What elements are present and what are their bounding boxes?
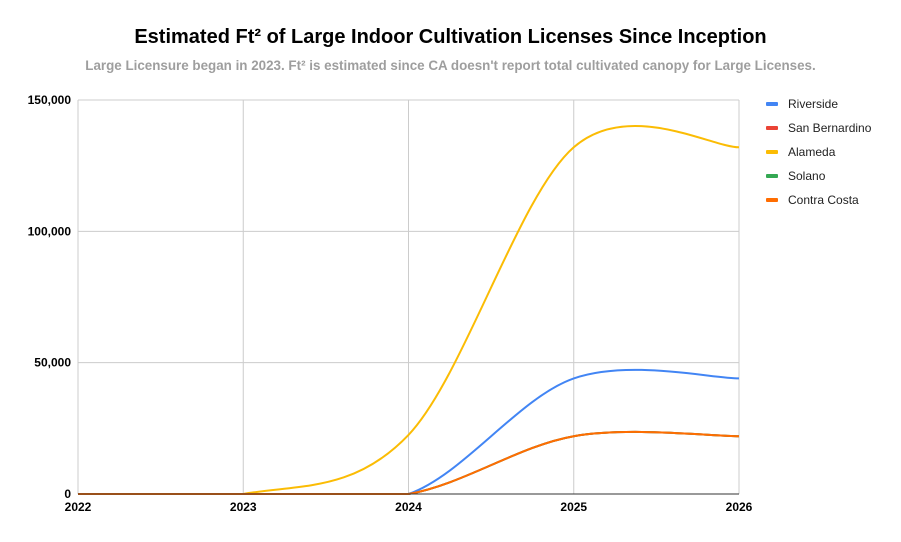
legend-item-riverside: Riverside — [766, 92, 871, 116]
legend-item-san-bernardino: San Bernardino — [766, 116, 871, 140]
x-tick-label: 2025 — [560, 500, 587, 514]
x-tick-label: 2024 — [395, 500, 422, 514]
legend-swatch — [766, 198, 778, 202]
x-tick-label: 2022 — [65, 500, 92, 514]
legend-swatch — [766, 102, 778, 106]
legend-label: Contra Costa — [788, 193, 859, 207]
legend-swatch — [766, 150, 778, 154]
y-tick-label: 100,000 — [28, 224, 72, 238]
x-tick-label: 2023 — [230, 500, 257, 514]
y-tick-label: 0 — [64, 487, 71, 501]
chart-title: Estimated Ft² of Large Indoor Cultivatio… — [134, 26, 767, 48]
legend-label: Riverside — [788, 97, 839, 111]
y-tick-label: 50,000 — [34, 356, 71, 370]
legend-item-alameda: Alameda — [766, 140, 871, 164]
legend-label: Solano — [788, 169, 826, 183]
x-axis-ticks: 2022 2023 2024 2025 2026 — [65, 500, 753, 514]
gridlines — [77, 99, 740, 494]
legend-swatch — [766, 174, 778, 178]
legend-label: San Bernardino — [788, 121, 872, 135]
legend: Riverside San Bernardino Alameda Solano Cont… — [766, 92, 871, 212]
y-tick-label: 150,000 — [28, 93, 72, 107]
legend-item-solano: Solano — [766, 164, 871, 188]
x-tick-label: 2026 — [726, 500, 753, 514]
legend-swatch — [766, 126, 778, 130]
y-axis-ticks: 0 50,000 100,000 150,000 — [28, 93, 72, 501]
legend-item-contra-costa: Contra Costa — [766, 188, 871, 212]
chart-subtitle: Large Licensure began in 2023. Ft² is es… — [85, 58, 816, 73]
legend-label: Alameda — [788, 145, 836, 159]
